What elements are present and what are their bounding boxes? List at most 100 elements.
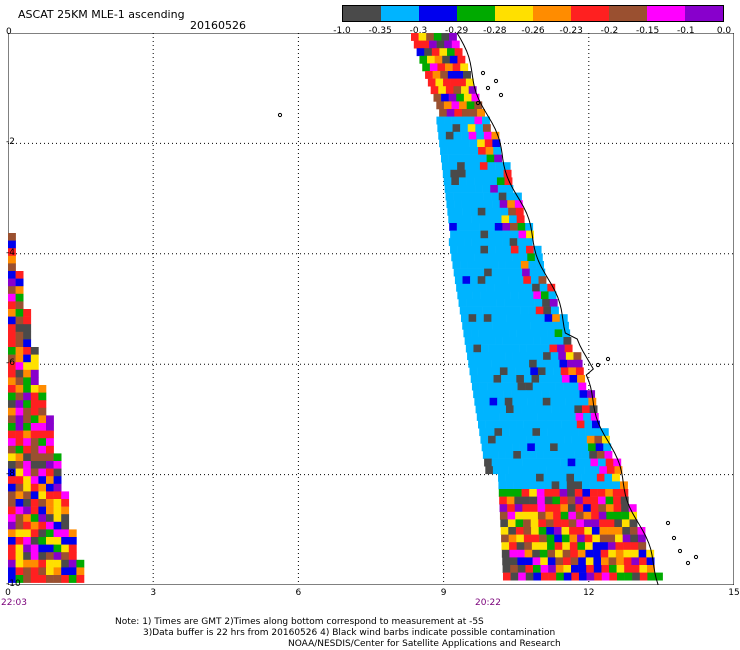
- data-cell: [509, 549, 518, 558]
- data-cell: [482, 116, 490, 125]
- data-cell: [537, 367, 546, 376]
- data-cell: [539, 329, 548, 338]
- data-cell: [511, 299, 520, 307]
- data-cell: [490, 185, 499, 193]
- data-cell: [429, 63, 438, 72]
- legend-swatch-6: [571, 6, 609, 21]
- data-cell: [30, 385, 39, 393]
- data-cell: [506, 458, 515, 467]
- data-cell: [518, 291, 527, 300]
- data-cell: [559, 496, 568, 505]
- data-cell: [8, 567, 16, 576]
- data-cell: [623, 542, 631, 551]
- data-cell: [537, 458, 546, 467]
- data-cell: [599, 534, 608, 543]
- data-cell: [15, 377, 24, 386]
- data-cell: [492, 466, 501, 475]
- data-cell: [539, 549, 548, 558]
- data-cell: [30, 506, 39, 515]
- data-cell: [477, 207, 486, 216]
- data-cell: [53, 544, 62, 553]
- data-cell: [8, 233, 16, 241]
- data-cell: [498, 192, 507, 201]
- data-cell: [487, 223, 496, 231]
- data-cell: [450, 245, 458, 254]
- data-cell: [492, 207, 501, 216]
- data-cell: [484, 200, 493, 209]
- data-cell: [496, 344, 505, 353]
- data-cell: [502, 223, 511, 231]
- legend-label: -0.3: [409, 26, 428, 36]
- data-cell: [475, 124, 484, 133]
- data-cell: [53, 506, 62, 515]
- data-cell: [647, 572, 656, 581]
- data-cell: [61, 499, 70, 507]
- data-cell: [565, 352, 574, 361]
- data-cell: [525, 572, 534, 581]
- data-cell: [474, 397, 483, 406]
- data-cell: [551, 359, 560, 368]
- data-cell: [439, 48, 448, 57]
- data-cell: [460, 124, 469, 133]
- data-cell: [509, 215, 517, 224]
- data-cell: [571, 572, 580, 581]
- data-cell: [560, 413, 569, 421]
- data-cell: [8, 263, 16, 272]
- data-cell: [8, 385, 16, 393]
- data-cell: [527, 397, 536, 406]
- data-cell: [484, 268, 492, 277]
- data-cell: [581, 405, 590, 414]
- data-cell: [549, 299, 558, 307]
- data-cell: [467, 352, 475, 361]
- data-cell: [53, 559, 62, 568]
- data-cell: [452, 63, 461, 72]
- data-cell: [53, 575, 62, 583]
- data-cell: [595, 443, 604, 452]
- data-cell: [582, 489, 591, 497]
- data-cell: [30, 529, 39, 538]
- data-cell: [68, 567, 77, 576]
- time-label: 20:22: [475, 598, 501, 608]
- data-cell: [61, 521, 70, 530]
- x-tick-label: 3: [150, 588, 157, 598]
- data-cell: [482, 451, 491, 459]
- data-cell: [536, 451, 544, 459]
- data-cell: [478, 283, 487, 292]
- data-cell: [515, 519, 524, 528]
- data-cell: [38, 483, 47, 492]
- data-cell: [8, 354, 16, 363]
- data-cell: [472, 162, 481, 171]
- data-cell: [76, 567, 85, 576]
- data-cell: [459, 185, 468, 193]
- data-cell: [516, 215, 525, 224]
- data-cell: [30, 423, 39, 431]
- data-cell: [23, 309, 32, 317]
- data-cell: [561, 321, 569, 330]
- data-cell: [444, 185, 453, 193]
- y-tick-label: -4: [6, 247, 15, 258]
- data-cell: [512, 352, 521, 361]
- data-cell: [441, 93, 449, 102]
- data-cell: [488, 435, 496, 444]
- x-tick-label: 6: [295, 588, 302, 598]
- data-cell: [432, 71, 441, 79]
- data-cell: [577, 375, 586, 383]
- legend-swatch-8: [647, 6, 685, 21]
- data-cell: [496, 177, 505, 186]
- data-cell: [486, 238, 495, 247]
- data-cell: [456, 223, 465, 231]
- data-cell: [550, 443, 558, 452]
- data-cell: [561, 534, 570, 543]
- data-cell: [513, 473, 522, 482]
- data-cell: [23, 377, 32, 386]
- data-cell: [560, 511, 569, 520]
- data-cell: [562, 542, 571, 551]
- data-cell: [450, 78, 459, 87]
- data-cell: [479, 238, 488, 247]
- data-cell: [570, 428, 579, 437]
- data-cell: [523, 534, 532, 543]
- data-cell: [482, 261, 491, 269]
- data-cell: [455, 215, 464, 224]
- data-cell: [513, 261, 522, 269]
- data-cell: [23, 354, 32, 363]
